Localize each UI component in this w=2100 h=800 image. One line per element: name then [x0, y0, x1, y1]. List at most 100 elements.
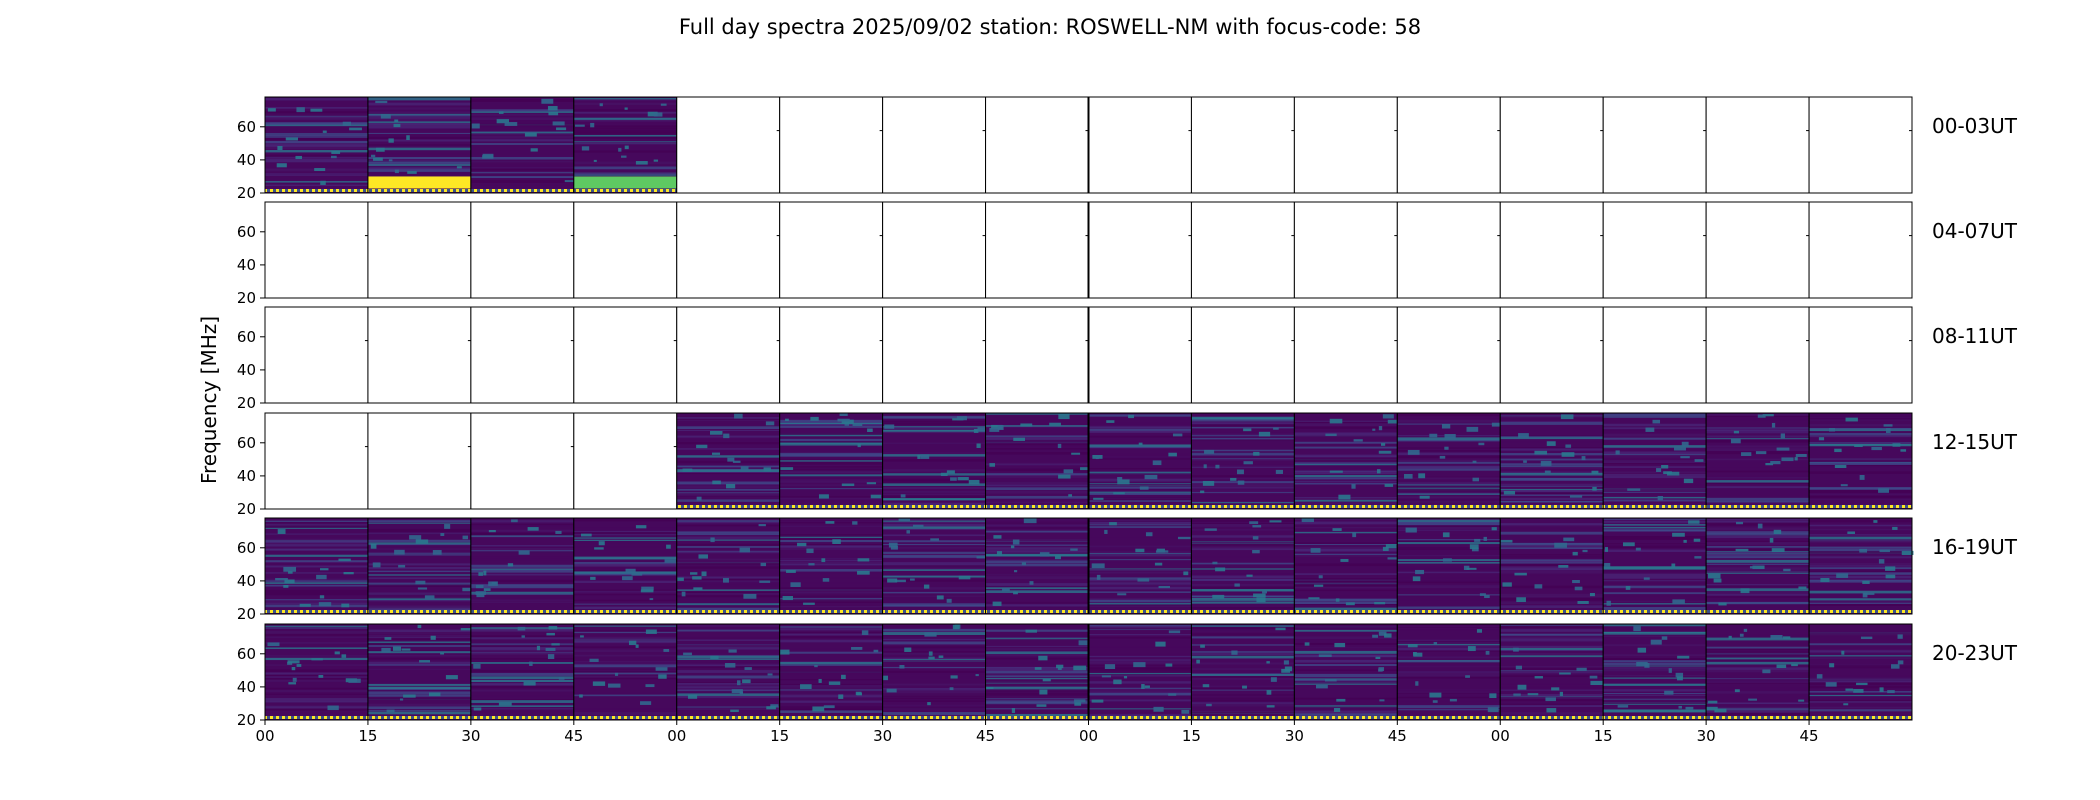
spectrum-panel	[1602, 96, 1707, 194]
spectrum-band	[1397, 439, 1501, 442]
spectrum-speckle	[556, 127, 567, 131]
spectrum-band	[1191, 432, 1295, 436]
spectrum-band	[1500, 667, 1604, 670]
spectrum-speckle	[1137, 578, 1150, 582]
spectrum-band	[985, 638, 1089, 640]
panel-background	[985, 307, 1089, 403]
spectrum-band	[573, 539, 677, 542]
spectrum-speckle	[1828, 428, 1836, 432]
spectrum-band	[676, 537, 780, 539]
spectrum-panel	[1705, 412, 1810, 510]
spectrum-band	[367, 694, 471, 697]
spectrum-speckle	[857, 570, 870, 575]
spectrum-band	[1397, 540, 1501, 543]
spectrum-band	[882, 628, 986, 632]
panel-background	[573, 307, 677, 403]
panel-background	[1706, 307, 1810, 403]
baseline-marker	[1191, 610, 1295, 613]
baseline-marker	[1191, 716, 1295, 719]
spectrum-speckle	[1029, 581, 1034, 585]
spectrum-speckle	[394, 169, 399, 174]
spectrum-band	[1397, 696, 1501, 699]
spectrum-band	[1294, 420, 1398, 422]
spectrum-band	[882, 420, 986, 423]
spectrum-speckle	[1256, 597, 1266, 603]
spectrum-band	[882, 427, 986, 430]
spectrum-band	[1088, 604, 1192, 607]
spectrum-panel	[1190, 306, 1295, 404]
spectrum-speckle	[551, 643, 560, 646]
spectrum-speckle	[590, 122, 595, 128]
spectrum-band	[1500, 559, 1604, 563]
spectrum-band	[882, 668, 986, 670]
spectrum-band	[1706, 432, 1810, 434]
spectrum-band	[1603, 573, 1707, 577]
spectrum-panel	[1190, 412, 1295, 510]
spectrum-band	[1294, 531, 1398, 534]
spectrum-band	[1706, 460, 1810, 463]
spectrum-speckle	[1465, 675, 1470, 678]
spectrum-band	[1500, 665, 1604, 669]
spectrum-band	[676, 636, 780, 639]
spectrum-band	[1294, 661, 1398, 664]
spectrum-band	[676, 448, 780, 450]
spectrum-band	[1500, 647, 1604, 651]
spectrum-band	[470, 547, 574, 551]
spectrum-band	[676, 603, 780, 606]
baseline-marker	[1397, 505, 1501, 508]
spectrum-band	[573, 640, 677, 644]
spectrum-speckle	[1113, 492, 1125, 495]
spectrum-speckle	[1021, 562, 1027, 566]
spectrum-band	[470, 584, 574, 586]
x-axis: 00 15 30 45 00 15 30 45 00 15 30 45 00 15 30 45	[255, 720, 1819, 745]
x-tick-label: 15	[1182, 727, 1201, 745]
spectrum-band	[367, 691, 471, 695]
spectrum-band	[882, 459, 986, 462]
spectrum-speckle	[388, 159, 393, 162]
spectrum-speckle	[1901, 550, 1914, 556]
spectrum-band	[1294, 680, 1398, 684]
spectrum-panel	[985, 412, 1089, 510]
spectrum-speckle	[653, 159, 659, 162]
spectrum-speckle	[1013, 437, 1026, 441]
spectrum-band	[1706, 679, 1810, 682]
spectrum-band	[470, 599, 574, 601]
spectrum-band	[1500, 465, 1604, 469]
panel-background	[265, 307, 368, 403]
spectrum-band	[367, 533, 471, 535]
spectrum-band	[367, 528, 471, 531]
spectrum-band	[676, 535, 780, 538]
spectrum-band	[1397, 477, 1501, 480]
baseline-marker	[1397, 610, 1501, 613]
spectrum-band	[882, 456, 986, 460]
spectrum-band	[265, 184, 368, 187]
spectrum-band	[367, 139, 471, 142]
spectrum-band	[1603, 461, 1707, 463]
spectrum-panel	[573, 201, 678, 299]
spectrum-speckle	[1650, 639, 1662, 645]
baseline-marker	[676, 505, 780, 508]
spectrum-band	[470, 520, 574, 523]
spectrum-speckle	[608, 683, 621, 688]
panel-background	[1294, 97, 1398, 193]
spectrum-band	[573, 556, 677, 560]
spectrum-band	[573, 692, 677, 695]
spectrum-band	[573, 594, 677, 596]
spectrum-band	[1088, 413, 1192, 415]
baseline-marker	[470, 189, 574, 192]
spectrum-band	[1603, 709, 1707, 712]
spectrum-band	[1706, 531, 1810, 534]
spectrum-band	[1397, 419, 1501, 423]
baseline-marker	[367, 610, 471, 613]
spectrum-band	[1809, 604, 1912, 606]
spectrum-band	[779, 693, 883, 696]
spectrum-band	[882, 687, 986, 691]
spectrum-speckle	[1518, 433, 1529, 438]
baseline-marker	[470, 610, 574, 613]
spectrum-band	[779, 555, 883, 558]
spectrum-band	[1294, 636, 1398, 640]
spectrum-speckle	[440, 533, 445, 537]
spectrum-band	[367, 164, 471, 167]
spectrum-band	[1809, 458, 1912, 460]
spectrum-band	[1294, 426, 1398, 429]
